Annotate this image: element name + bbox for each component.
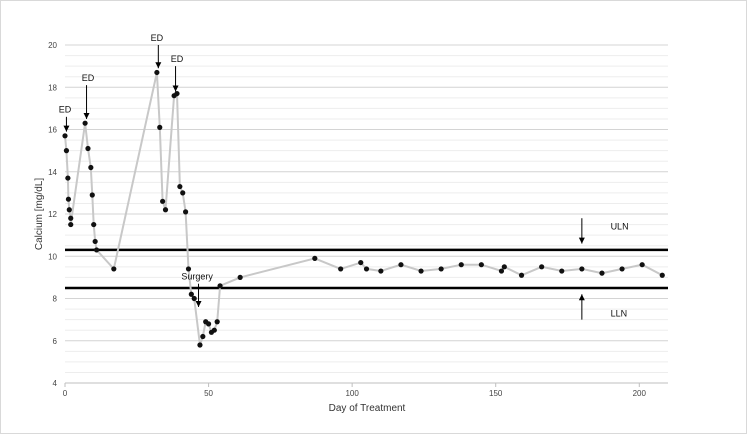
data-point	[539, 264, 545, 270]
annotation-ed-label: ED	[171, 54, 184, 64]
data-point	[93, 247, 100, 253]
data-point	[111, 266, 117, 272]
data-point	[458, 262, 464, 268]
ref-line-uln-arrow-head	[578, 237, 585, 244]
data-point	[501, 264, 507, 270]
data-point	[85, 145, 91, 152]
y-tick-label: 16	[48, 126, 57, 135]
data-point	[214, 319, 220, 325]
data-point	[157, 124, 163, 130]
data-point	[65, 175, 71, 181]
data-point	[92, 238, 98, 245]
data-point	[358, 259, 364, 266]
annotation-surgery-arrow-head	[195, 300, 202, 307]
x-axis-title: Day of Treatment	[329, 403, 406, 414]
x-tick-label: 200	[633, 389, 647, 398]
annotation-ed-arrow-head	[172, 85, 179, 92]
data-point	[418, 268, 424, 274]
data-point	[518, 272, 525, 278]
data-point	[191, 295, 197, 302]
data-point	[639, 262, 645, 268]
series-layer	[62, 69, 665, 348]
y-tick-label: 14	[48, 168, 57, 177]
data-point	[579, 266, 585, 272]
x-tick-label: 150	[489, 389, 503, 398]
y-tick-label: 12	[48, 210, 57, 219]
data-point	[89, 192, 95, 198]
y-axis-title: Calcium [mg/dL]	[34, 178, 45, 250]
data-point	[312, 255, 318, 261]
data-point	[478, 262, 484, 268]
data-point	[68, 215, 74, 221]
y-tick-label: 20	[48, 41, 57, 50]
series-line	[64, 72, 663, 346]
data-point	[183, 209, 189, 215]
data-point	[659, 272, 665, 278]
data-point	[200, 333, 206, 340]
data-point	[599, 270, 605, 276]
data-point	[438, 266, 444, 272]
data-point	[82, 120, 88, 126]
data-point	[91, 221, 97, 228]
data-point	[498, 268, 505, 274]
data-point	[65, 196, 72, 202]
ref-line-lln-arrow-head	[578, 294, 585, 301]
data-point	[378, 268, 384, 274]
data-point	[217, 283, 223, 289]
ref-line-uln-label: ULN	[611, 222, 629, 232]
data-point	[154, 69, 160, 76]
data-point	[185, 266, 192, 272]
data-point	[62, 133, 68, 139]
data-point	[180, 190, 186, 196]
reference-lines: ULN LLN	[65, 218, 668, 320]
x-tick-label: 100	[345, 389, 359, 398]
annotation-ed-arrow-head	[63, 125, 70, 132]
data-point	[398, 262, 404, 268]
data-point	[177, 183, 183, 190]
y-tick-label: 18	[48, 83, 57, 92]
data-point	[63, 148, 70, 154]
data-point	[205, 321, 212, 327]
data-point	[188, 291, 194, 297]
data-point	[88, 164, 94, 171]
x-tick-label: 50	[204, 389, 213, 398]
data-point	[66, 207, 72, 213]
y-tick-label: 4	[53, 379, 58, 388]
y-tick-label: 6	[53, 337, 58, 346]
data-point	[237, 274, 243, 280]
annotation-ed-arrow-head	[155, 62, 162, 69]
y-tick-label: 8	[53, 295, 58, 304]
annotation-ed-arrow-head	[83, 112, 90, 119]
data-point	[211, 327, 217, 333]
ref-line-lln-label: LLN	[611, 308, 628, 318]
annotation-ed-label: ED	[151, 33, 164, 43]
data-point	[68, 221, 74, 228]
data-point	[162, 207, 169, 213]
data-point	[559, 268, 565, 274]
data-point	[197, 342, 203, 348]
annotation-ed-label: ED	[82, 73, 95, 83]
annotation-ed-label: ED	[59, 105, 72, 115]
gridlines	[65, 44, 668, 384]
data-point	[363, 266, 370, 272]
x-tick-label: 0	[63, 389, 68, 398]
annotations: ED ED ED ED Surgery	[59, 33, 213, 307]
annotation-surgery-label: Surgery	[181, 271, 213, 281]
data-point	[338, 266, 344, 272]
data-point	[619, 266, 625, 272]
data-point	[174, 90, 180, 97]
data-point	[160, 198, 166, 204]
y-tick-label: 10	[48, 252, 57, 261]
